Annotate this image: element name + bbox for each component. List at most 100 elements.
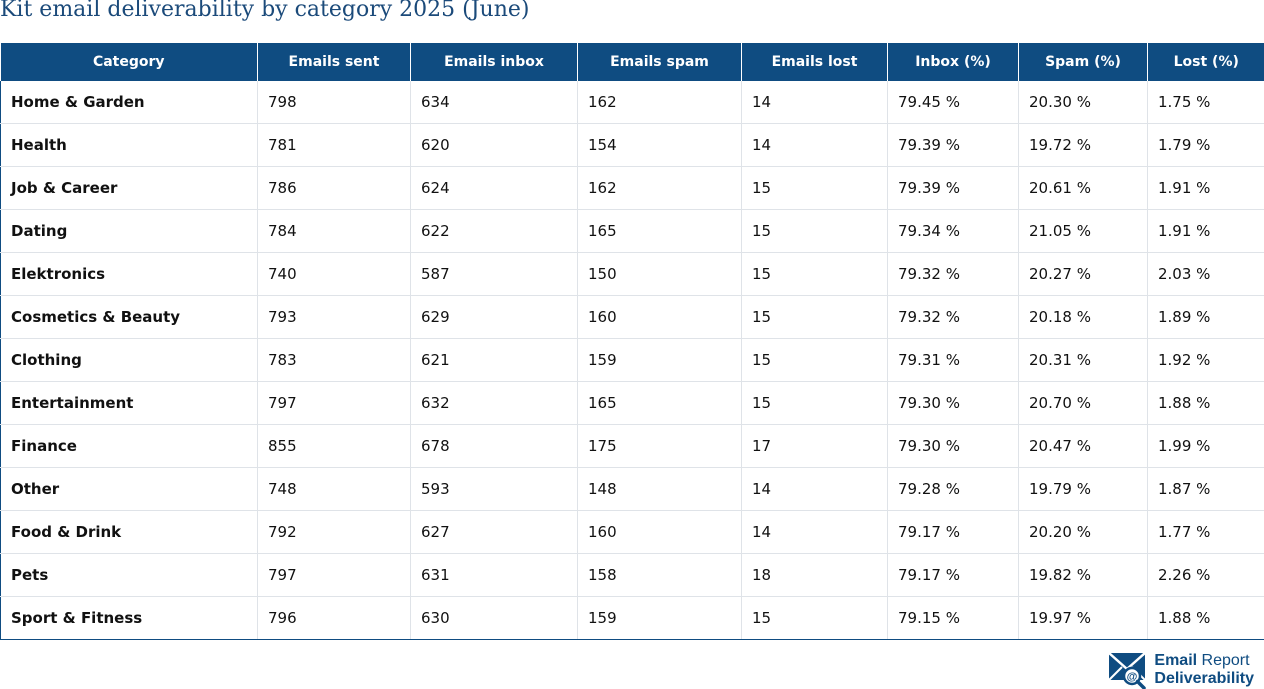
value-cell: 632 xyxy=(410,381,578,425)
table-row: Dating 784 622 165 15 79.34 % 21.05 % 1.91 % xyxy=(0,209,1264,253)
value-cell: 158 xyxy=(577,553,742,597)
value-cell: 19.82 % xyxy=(1018,553,1148,597)
value-cell: 79.17 % xyxy=(887,510,1019,554)
category-cell: Cosmetics & Beauty xyxy=(0,295,258,339)
value-cell: 79.32 % xyxy=(887,252,1019,296)
value-cell: 79.28 % xyxy=(887,467,1019,511)
value-cell: 79.30 % xyxy=(887,381,1019,425)
value-cell: 627 xyxy=(410,510,578,554)
value-cell: 797 xyxy=(257,553,411,597)
value-cell: 631 xyxy=(410,553,578,597)
value-cell: 14 xyxy=(741,467,888,511)
value-cell: 159 xyxy=(577,596,742,640)
deliverability-table: Category Emails sent Emails inbox Emails sp… xyxy=(0,43,1264,640)
value-cell: 797 xyxy=(257,381,411,425)
category-cell: Food & Drink xyxy=(0,510,258,554)
value-cell: 1.99 % xyxy=(1147,424,1264,468)
value-cell: 162 xyxy=(577,166,742,210)
value-cell: 19.72 % xyxy=(1018,123,1148,167)
value-cell: 748 xyxy=(257,467,411,511)
value-cell: 79.34 % xyxy=(887,209,1019,253)
value-cell: 162 xyxy=(577,81,742,124)
category-cell: Job & Career xyxy=(0,166,258,210)
column-header: Emails spam xyxy=(577,43,742,81)
value-cell: 79.17 % xyxy=(887,553,1019,597)
value-cell: 14 xyxy=(741,123,888,167)
email-report-deliverability-logo: @ Email Report Deliverability xyxy=(1108,652,1254,689)
value-cell: 17 xyxy=(741,424,888,468)
value-cell: 15 xyxy=(741,596,888,640)
table-body: Home & Garden 798 634 162 14 79.45 % 20.30 % 1.… xyxy=(0,81,1264,640)
value-cell: 796 xyxy=(257,596,411,640)
value-cell: 15 xyxy=(741,338,888,382)
table-row: Sport & Fitness 796 630 159 15 79.15 % 19.97 %… xyxy=(0,596,1264,640)
table-row: Elektronics 740 587 150 15 79.32 % 20.27 % 2.03… xyxy=(0,252,1264,296)
value-cell: 1.77 % xyxy=(1147,510,1264,554)
logo-wordmark: Email Report Deliverability xyxy=(1154,652,1254,688)
column-header: Emails lost xyxy=(741,43,888,81)
table-header-row: Category Emails sent Emails inbox Emails sp… xyxy=(0,43,1264,81)
table-row: Clothing 783 621 159 15 79.31 % 20.31 % 1.92 % xyxy=(0,338,1264,382)
value-cell: 15 xyxy=(741,295,888,339)
value-cell: 1.88 % xyxy=(1147,596,1264,640)
value-cell: 175 xyxy=(577,424,742,468)
category-cell: Elektronics xyxy=(0,252,258,296)
value-cell: 79.39 % xyxy=(887,166,1019,210)
value-cell: 148 xyxy=(577,467,742,511)
value-cell: 1.92 % xyxy=(1147,338,1264,382)
value-cell: 79.32 % xyxy=(887,295,1019,339)
value-cell: 165 xyxy=(577,209,742,253)
value-cell: 793 xyxy=(257,295,411,339)
category-cell: Dating xyxy=(0,209,258,253)
table-row: Home & Garden 798 634 162 14 79.45 % 20.30 % 1.… xyxy=(0,81,1264,124)
column-header: Emails sent xyxy=(257,43,411,81)
value-cell: 621 xyxy=(410,338,578,382)
category-cell: Entertainment xyxy=(0,381,258,425)
value-cell: 1.91 % xyxy=(1147,166,1264,210)
column-header: Spam (%) xyxy=(1018,43,1148,81)
column-header: Category xyxy=(0,43,258,81)
table-row: Food & Drink 792 627 160 14 79.17 % 20.20 % 1.7… xyxy=(0,510,1264,554)
value-cell: 18 xyxy=(741,553,888,597)
value-cell: 792 xyxy=(257,510,411,554)
category-cell: Clothing xyxy=(0,338,258,382)
value-cell: 634 xyxy=(410,81,578,124)
value-cell: 2.03 % xyxy=(1147,252,1264,296)
value-cell: 154 xyxy=(577,123,742,167)
value-cell: 781 xyxy=(257,123,411,167)
value-cell: 1.79 % xyxy=(1147,123,1264,167)
logo-word-deliverability: Deliverability xyxy=(1154,670,1254,687)
value-cell: 20.47 % xyxy=(1018,424,1148,468)
value-cell: 629 xyxy=(410,295,578,339)
value-cell: 14 xyxy=(741,81,888,124)
value-cell: 20.31 % xyxy=(1018,338,1148,382)
column-header: Inbox (%) xyxy=(887,43,1019,81)
value-cell: 622 xyxy=(410,209,578,253)
value-cell: 1.88 % xyxy=(1147,381,1264,425)
value-cell: 19.97 % xyxy=(1018,596,1148,640)
category-cell: Sport & Fitness xyxy=(0,596,258,640)
value-cell: 593 xyxy=(410,467,578,511)
column-header: Emails inbox xyxy=(410,43,578,81)
value-cell: 15 xyxy=(741,209,888,253)
value-cell: 620 xyxy=(410,123,578,167)
value-cell: 1.91 % xyxy=(1147,209,1264,253)
table-row: Job & Career 786 624 162 15 79.39 % 20.61 % 1.9… xyxy=(0,166,1264,210)
value-cell: 783 xyxy=(257,338,411,382)
value-cell: 786 xyxy=(257,166,411,210)
column-header: Lost (%) xyxy=(1147,43,1264,81)
value-cell: 160 xyxy=(577,510,742,554)
value-cell: 150 xyxy=(577,252,742,296)
value-cell: 20.18 % xyxy=(1018,295,1148,339)
value-cell: 678 xyxy=(410,424,578,468)
value-cell: 19.79 % xyxy=(1018,467,1148,511)
value-cell: 20.30 % xyxy=(1018,81,1148,124)
value-cell: 79.31 % xyxy=(887,338,1019,382)
logo-word-email: Email xyxy=(1154,652,1198,669)
value-cell: 2.26 % xyxy=(1147,553,1264,597)
logo-word-report: Report xyxy=(1201,652,1250,669)
table-row: Entertainment 797 632 165 15 79.30 % 20.70 % 1.… xyxy=(0,381,1264,425)
envelope-at-icon: @ xyxy=(1108,652,1147,689)
category-cell: Finance xyxy=(0,424,258,468)
category-cell: Health xyxy=(0,123,258,167)
